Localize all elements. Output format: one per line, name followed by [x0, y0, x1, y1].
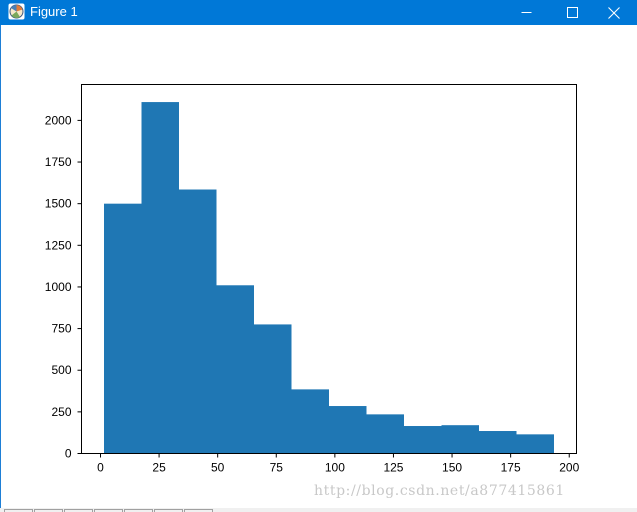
- close-button[interactable]: [591, 0, 637, 25]
- histogram-bar: [404, 426, 442, 454]
- matplotlib-figure-icon: [8, 3, 25, 20]
- histogram-bar: [141, 102, 179, 454]
- close-icon: [608, 6, 620, 19]
- y-tick-label: 1750: [45, 155, 72, 169]
- histogram-bar: [216, 285, 254, 454]
- navigation-toolbar: [0, 508, 637, 512]
- axes-frame: [81, 84, 577, 454]
- histogram-bar: [516, 434, 554, 454]
- histogram-bar: [291, 389, 329, 454]
- y-tick-label: 0: [65, 447, 72, 461]
- histogram-bar: [479, 431, 517, 454]
- histogram-bar: [441, 425, 479, 454]
- histogram-bar: [329, 406, 367, 454]
- y-tick-label: 500: [51, 363, 71, 377]
- histogram-bar: [179, 189, 217, 454]
- toolbar-button-configure-subplots[interactable]: [154, 509, 183, 512]
- x-tick-label: 125: [383, 461, 403, 475]
- minimize-button[interactable]: [503, 0, 549, 25]
- histogram-bar: [104, 203, 142, 454]
- toolbar-button-home[interactable]: [4, 509, 33, 512]
- bars-layer: [104, 102, 554, 454]
- x-tick-label: 50: [211, 461, 225, 475]
- x-tick-label: 175: [501, 461, 521, 475]
- toolbar-button-zoom[interactable]: [124, 509, 153, 512]
- x-tick-label: 75: [270, 461, 284, 475]
- x-tick-label: 25: [152, 461, 166, 475]
- x-tick-label: 100: [325, 461, 345, 475]
- x-tick-label: 200: [559, 461, 579, 475]
- watermark-text: http://blog.csdn.net/a877415861: [314, 483, 565, 499]
- y-tick-label: 1000: [45, 280, 72, 294]
- toolbar-button-forward[interactable]: [64, 509, 93, 512]
- maximize-button[interactable]: [549, 0, 595, 25]
- y-tick-label: 1250: [45, 238, 72, 252]
- toolbar-button-save[interactable]: [184, 509, 213, 512]
- toolbar-button-back[interactable]: [34, 509, 63, 512]
- window-border: [0, 25, 1, 512]
- x-axis: 0 25 50 75 100 125 150 175 200: [97, 453, 580, 475]
- y-axis: 0 250 500 750 1000 1250 1500 1750 2000: [45, 113, 82, 461]
- title-bar[interactable]: Figure 1: [0, 0, 637, 25]
- toolbar-button-pan[interactable]: [94, 509, 123, 512]
- y-tick-label: 1500: [45, 197, 72, 211]
- histogram-bar: [254, 324, 292, 454]
- x-tick-label: 150: [442, 461, 462, 475]
- maximize-icon: [566, 7, 578, 18]
- minimize-icon: [521, 7, 532, 18]
- y-tick-label: 250: [51, 405, 71, 419]
- y-tick-label: 750: [51, 322, 71, 336]
- x-tick-label: 0: [97, 461, 104, 475]
- window-title: Figure 1: [30, 4, 78, 19]
- histogram-bar: [366, 414, 404, 454]
- y-tick-label: 2000: [45, 113, 72, 127]
